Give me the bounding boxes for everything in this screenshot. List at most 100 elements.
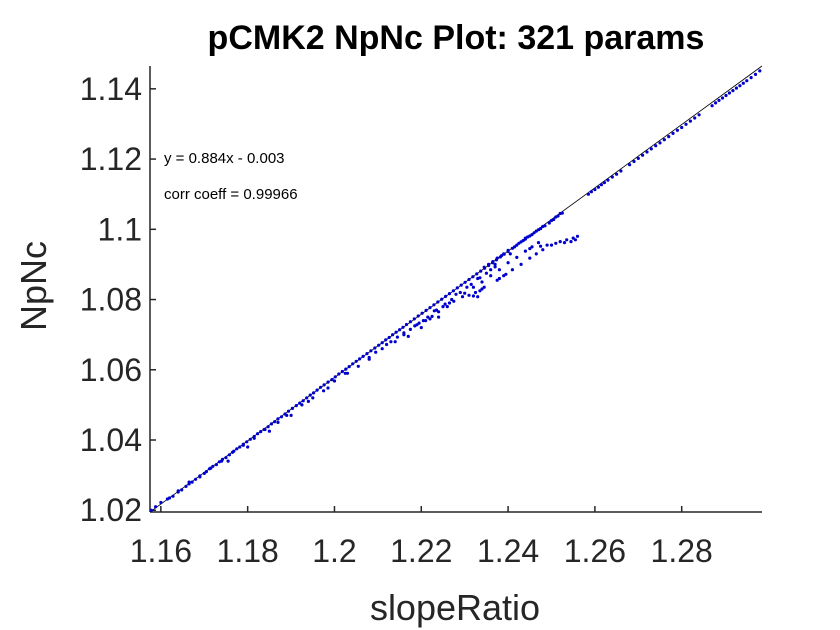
data-point [571, 236, 575, 240]
data-point [758, 69, 762, 73]
data-point [420, 311, 424, 315]
data-point [220, 459, 224, 463]
data-point [569, 240, 573, 244]
data-point [294, 404, 298, 408]
data-point [465, 285, 469, 289]
data-point [575, 234, 580, 238]
data-point [471, 285, 475, 289]
data-point [487, 262, 491, 266]
data-point [495, 256, 499, 260]
data-point [245, 440, 249, 444]
data-point [408, 320, 412, 324]
data-point [326, 386, 330, 390]
data-point [536, 241, 541, 245]
data-point [671, 131, 675, 135]
data-point [541, 248, 545, 252]
data-point [387, 335, 391, 340]
data-point [506, 248, 510, 252]
data-point [543, 224, 547, 228]
data-point [714, 101, 718, 105]
data-point [440, 297, 444, 301]
data-point [428, 306, 432, 310]
data-point [315, 388, 319, 392]
data-point [727, 91, 732, 95]
data-point [697, 113, 701, 117]
data-point [528, 247, 532, 251]
data-point [273, 420, 277, 424]
data-point [395, 335, 399, 339]
data-point [482, 285, 486, 289]
data-point [450, 297, 454, 302]
data-point [404, 322, 409, 327]
data-point [478, 276, 482, 280]
data-point [184, 484, 188, 488]
data-point [508, 252, 512, 256]
x-tick-label: 1.24 [477, 533, 539, 569]
data-point [344, 367, 348, 371]
data-point [443, 302, 447, 306]
data-point [354, 359, 358, 363]
data-point [493, 262, 497, 266]
data-point [252, 436, 256, 440]
data-point [416, 314, 420, 318]
data-point [198, 474, 202, 478]
y-tick-label: 1.06 [80, 352, 142, 388]
data-point [238, 445, 242, 449]
data-point [330, 378, 334, 382]
data-point [662, 138, 666, 142]
data-point [654, 144, 658, 148]
data-point [517, 241, 521, 245]
data-point [688, 119, 693, 123]
data-point [389, 340, 393, 344]
data-point [358, 357, 362, 361]
data-point [394, 330, 398, 334]
data-point [589, 190, 594, 194]
data-point [227, 453, 231, 457]
x-tick-label: 1.22 [390, 533, 452, 569]
data-point [204, 470, 208, 474]
data-point [519, 262, 523, 266]
data-point [322, 389, 326, 393]
data-point [606, 178, 610, 182]
data-point [684, 122, 688, 126]
data-point [480, 287, 484, 291]
data-point [377, 343, 381, 347]
data-point [437, 315, 441, 319]
data-point [497, 268, 501, 272]
y-tick-label: 1.12 [80, 141, 142, 177]
data-point [276, 417, 280, 421]
data-point [345, 371, 350, 375]
data-point [421, 319, 425, 323]
data-point [515, 255, 519, 259]
x-tick-label: 1.16 [130, 533, 192, 569]
data-point [385, 342, 389, 347]
data-point [165, 497, 169, 501]
data-point [298, 401, 302, 405]
data-point [441, 305, 445, 309]
data-point [187, 480, 191, 484]
data-point [749, 76, 753, 80]
data-point [482, 265, 486, 269]
data-point [478, 289, 482, 293]
data-point [286, 409, 291, 413]
data-point [322, 383, 326, 387]
x-tick-label: 1.18 [217, 533, 279, 569]
data-point [263, 427, 267, 432]
data-point [430, 314, 434, 318]
data-point [351, 362, 355, 366]
data-point [526, 235, 530, 239]
x-tick-label: 1.26 [564, 533, 626, 569]
data-point [545, 243, 549, 247]
data-point [658, 141, 662, 145]
data-point [176, 489, 180, 493]
data-point [515, 243, 519, 247]
data-point [539, 244, 543, 248]
data-point [226, 459, 230, 463]
data-point [451, 289, 455, 293]
data-point [471, 294, 475, 298]
y-tick-label: 1.02 [80, 492, 142, 528]
data-point [266, 425, 270, 429]
data-point [428, 317, 432, 321]
y-tick-label: 1.08 [80, 282, 142, 318]
data-point [246, 445, 250, 449]
